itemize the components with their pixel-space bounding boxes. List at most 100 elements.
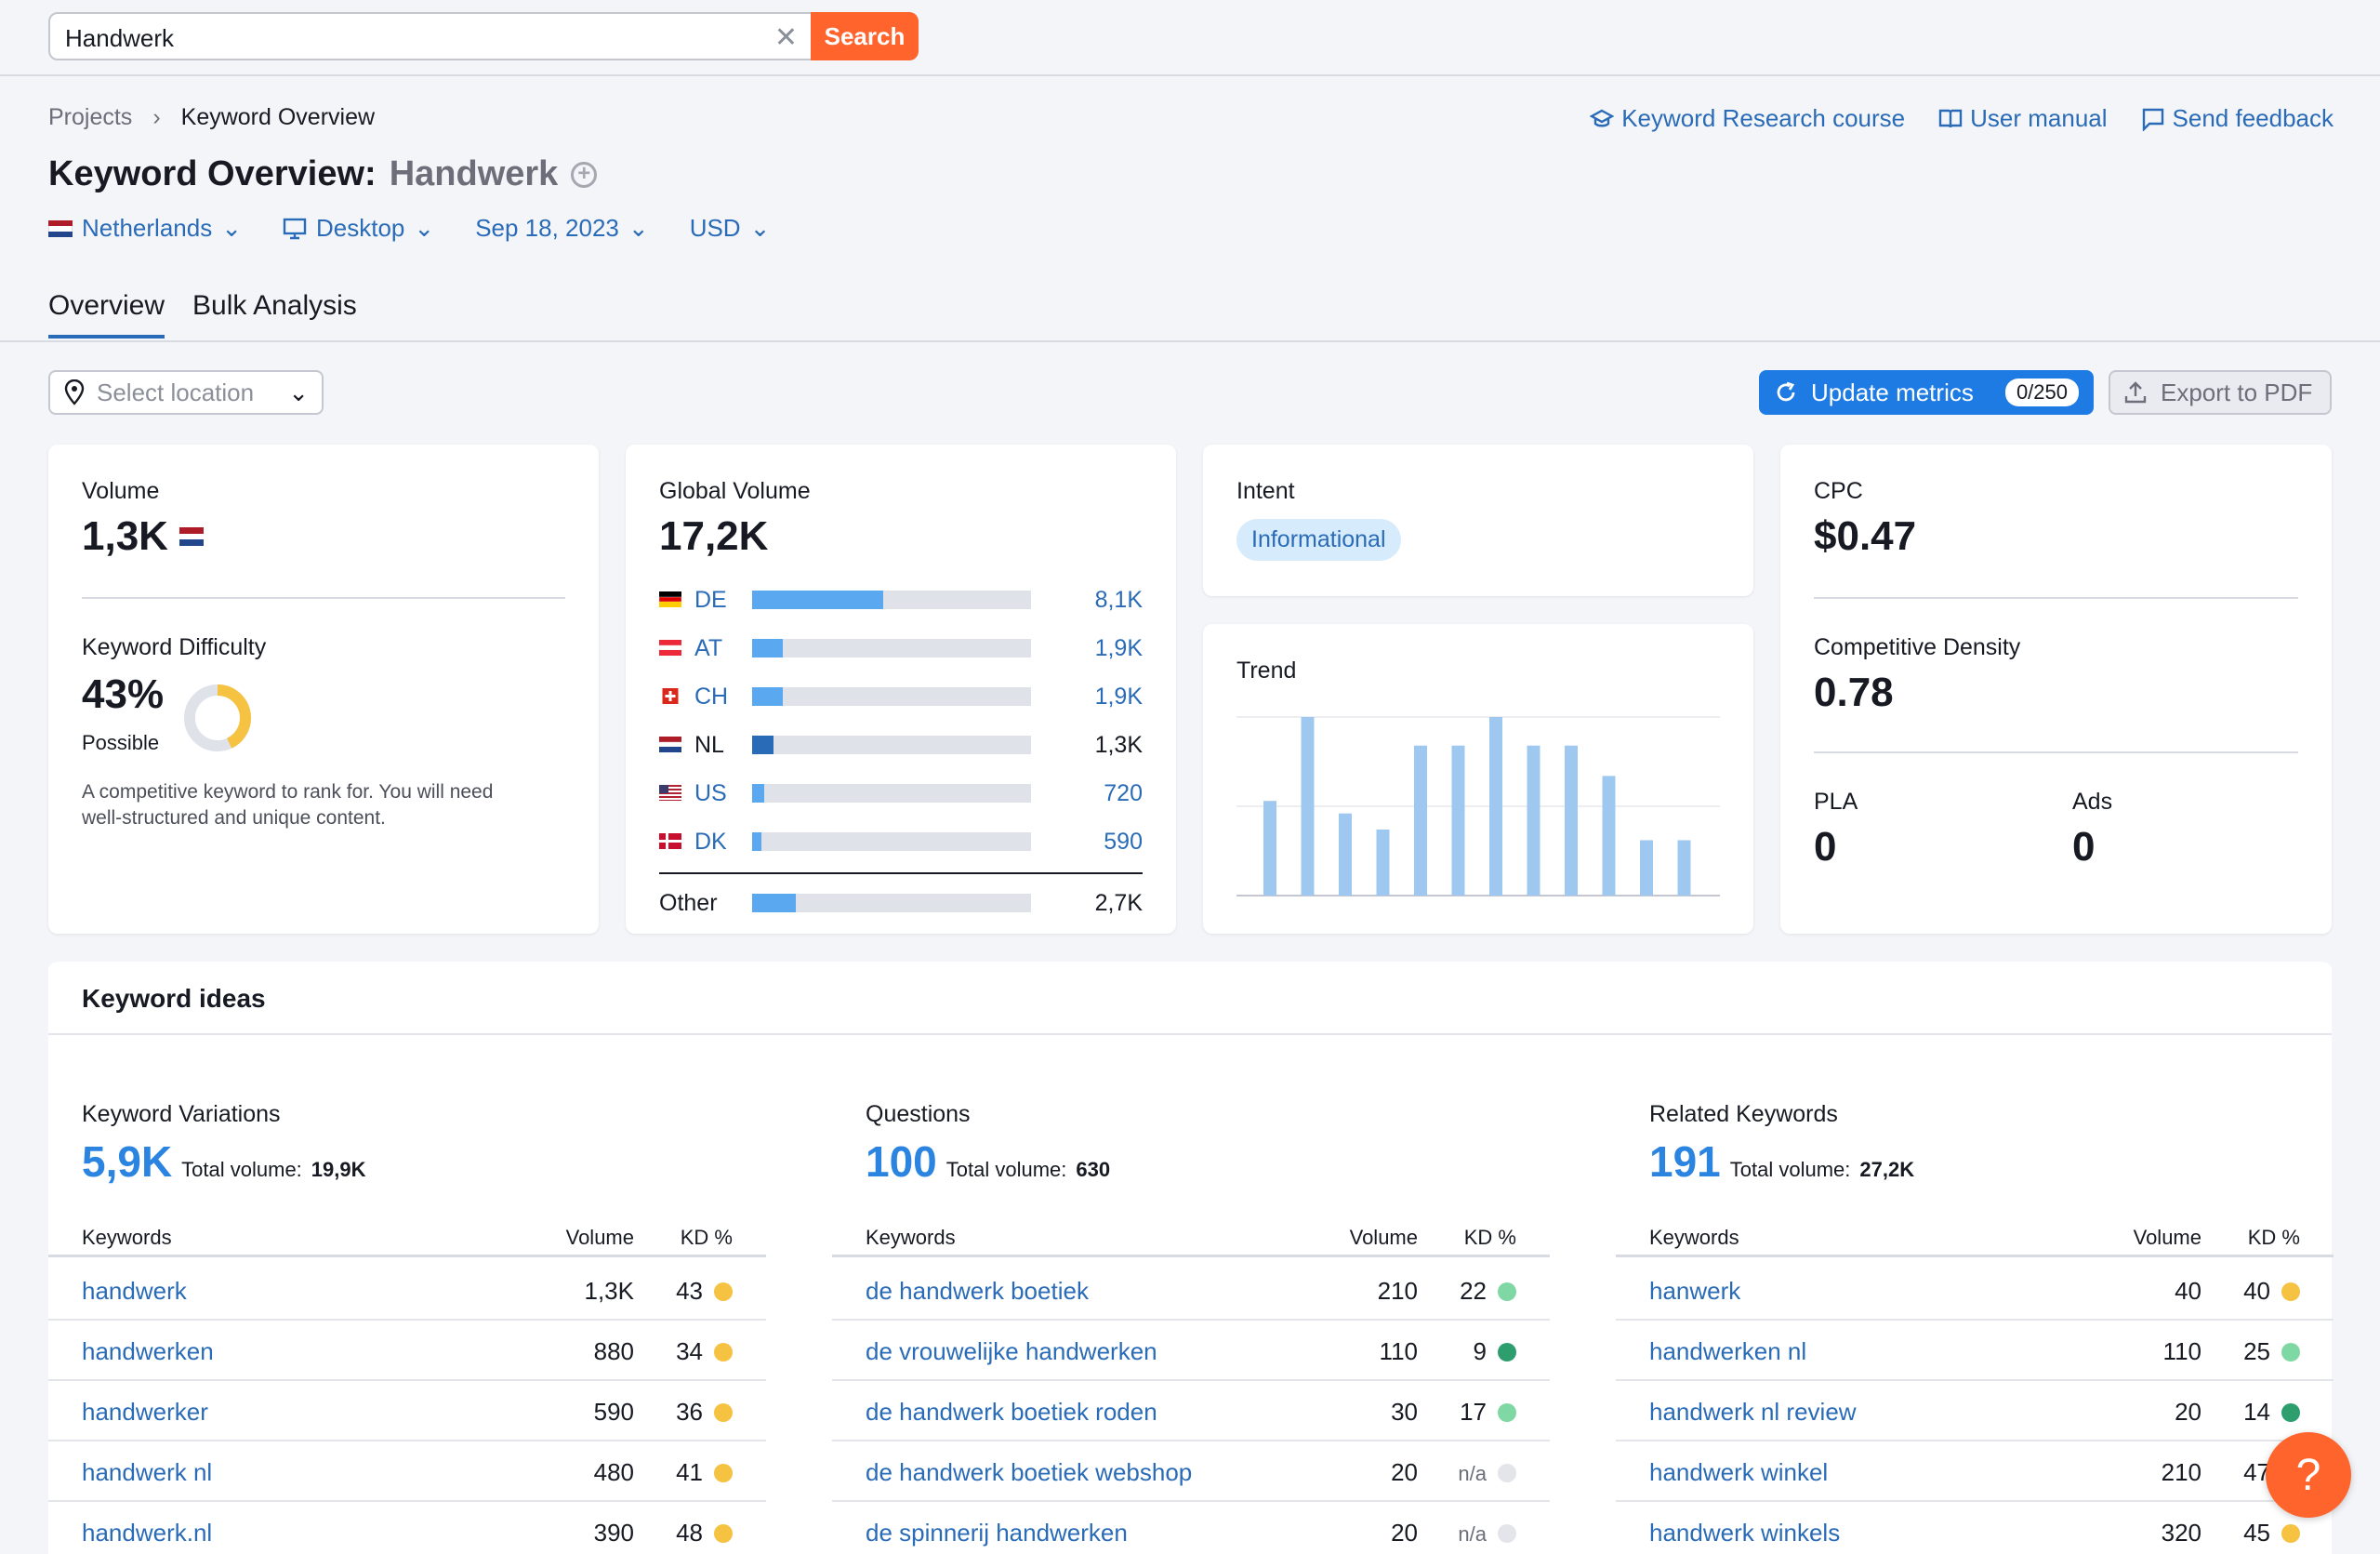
table-row: handwerken nl 110 25 xyxy=(1616,1321,2334,1381)
trend-bar[interactable] xyxy=(1376,829,1390,896)
column-count[interactable]: 100 xyxy=(866,1137,937,1186)
keyword-link[interactable]: handwerken nl xyxy=(1649,1337,1807,1365)
column-count[interactable]: 5,9K xyxy=(82,1137,173,1186)
country-code[interactable]: DK xyxy=(694,828,727,855)
trend-bar[interactable] xyxy=(1640,840,1653,896)
header-keywords: Keywords xyxy=(1649,1226,1739,1249)
search-input-value[interactable]: Handwerk xyxy=(65,24,175,52)
table-row: handwerken 880 34 xyxy=(48,1321,766,1381)
kd-indicator-dot xyxy=(714,1464,733,1482)
keyword-link[interactable]: de spinnerij handwerken xyxy=(866,1519,1128,1547)
table-row: hanwerk 40 40 xyxy=(1616,1260,2334,1321)
header-kd[interactable]: KD % xyxy=(680,1226,733,1249)
country-code[interactable]: US xyxy=(694,779,727,806)
keyword-kd: 17 xyxy=(1460,1398,1487,1426)
keyword-link[interactable]: de handwerk boetiek roden xyxy=(866,1398,1157,1426)
user-manual-link[interactable]: User manual xyxy=(1938,104,2108,133)
country-code[interactable]: CH xyxy=(694,683,729,710)
search-button[interactable]: Search xyxy=(811,12,919,60)
trend-bar[interactable] xyxy=(1263,801,1276,896)
tab-bulk-analysis[interactable]: Bulk Analysis xyxy=(192,290,357,321)
device-dropdown[interactable]: Desktop ⌄ xyxy=(283,214,434,243)
clear-search-icon[interactable]: ✕ xyxy=(774,22,798,53)
keyword-link[interactable]: handwerker xyxy=(82,1398,208,1426)
trend-bar[interactable] xyxy=(1301,717,1315,896)
keyword-kd: 40 xyxy=(2243,1277,2270,1305)
update-metrics-button[interactable]: Update metrics 0/250 xyxy=(1759,370,2094,415)
keyword-volume: 40 xyxy=(2175,1277,2202,1305)
country-volume[interactable]: 1,9K xyxy=(1094,683,1143,710)
keyword-link[interactable]: de handwerk boetiek webshop xyxy=(866,1458,1193,1486)
tab-overview[interactable]: Overview xyxy=(48,290,165,339)
keyword-volume: 110 xyxy=(1379,1337,1418,1365)
kd-indicator-dot xyxy=(2281,1524,2300,1543)
trend-bar[interactable] xyxy=(1565,745,1578,896)
global-volume-row[interactable]: CH 1,9K xyxy=(659,683,1143,711)
send-feedback-link[interactable]: Send feedback xyxy=(2141,104,2334,133)
export-pdf-button[interactable]: Export to PDF xyxy=(2109,370,2332,415)
trend-bar[interactable] xyxy=(1602,776,1616,896)
header-volume[interactable]: Volume xyxy=(565,1226,634,1249)
global-volume-label: Global Volume xyxy=(659,478,811,504)
column-title: Questions xyxy=(866,1101,971,1127)
header-kd[interactable]: KD % xyxy=(1463,1226,1516,1249)
breadcrumb: Projects › Keyword Overview xyxy=(48,104,375,131)
country-dropdown[interactable]: Netherlands ⌄ xyxy=(48,214,242,243)
other-value: 2,7K xyxy=(1094,889,1143,916)
trend-bar[interactable] xyxy=(1339,813,1352,896)
trend-label: Trend xyxy=(1236,657,1297,684)
global-volume-row[interactable]: AT 1,9K xyxy=(658,634,1143,662)
country-code: NL xyxy=(694,731,724,758)
breadcrumb-projects[interactable]: Projects xyxy=(48,104,133,130)
intent-card: Intent Informational xyxy=(1203,445,1753,596)
add-to-list-icon[interactable]: + xyxy=(571,161,598,188)
country-volume[interactable]: 1,9K xyxy=(1094,634,1143,661)
country-flag-icon xyxy=(659,829,694,856)
column-count-block: 191 Total volume: 27,2K xyxy=(1649,1136,1914,1187)
keyword-link[interactable]: de vrouwelijke handwerken xyxy=(866,1337,1157,1365)
country-code[interactable]: AT xyxy=(694,634,723,661)
trend-bar[interactable] xyxy=(1414,745,1427,896)
keyword-link[interactable]: de handwerk boetiek xyxy=(866,1277,1089,1305)
help-button[interactable]: ? xyxy=(2266,1432,2351,1518)
kd-indicator-dot xyxy=(1498,1524,1516,1543)
country-volume[interactable]: 720 xyxy=(1104,779,1143,806)
trend-bar[interactable] xyxy=(1489,717,1502,896)
location-select[interactable]: Select location ⌄ xyxy=(48,370,324,415)
country-code[interactable]: DE xyxy=(694,586,727,613)
keyword-link[interactable]: handwerk winkel xyxy=(1649,1458,1829,1486)
trend-chart xyxy=(1236,716,1720,897)
keyword-link[interactable]: handwerk nl xyxy=(82,1458,213,1486)
global-volume-row[interactable]: US 720 xyxy=(659,779,1143,807)
keyword-link[interactable]: hanwerk xyxy=(1649,1277,1741,1305)
trend-bar[interactable] xyxy=(1527,745,1540,896)
global-volume-row[interactable]: DK 590 xyxy=(659,828,1143,856)
keyword-link[interactable]: handwerk nl review xyxy=(1649,1398,1857,1426)
global-volume-row[interactable]: DE 8,1K xyxy=(658,586,1143,614)
trend-bar[interactable] xyxy=(1451,745,1465,896)
date-label: Sep 18, 2023 xyxy=(475,214,619,242)
header-volume[interactable]: Volume xyxy=(1349,1226,1418,1249)
graduation-cap-icon xyxy=(1590,109,1615,126)
header-volume[interactable]: Volume xyxy=(2133,1226,2202,1249)
table-row: de handwerk boetiek 210 22 xyxy=(832,1260,1550,1321)
keyword-volume: 20 xyxy=(1391,1519,1418,1547)
keyword-volume: 20 xyxy=(1391,1458,1418,1486)
header-kd[interactable]: KD % xyxy=(2247,1226,2300,1249)
keyword-kd: 34 xyxy=(676,1337,703,1365)
trend-bar[interactable] xyxy=(1677,840,1691,896)
column-count[interactable]: 191 xyxy=(1649,1137,1721,1186)
keyword-link[interactable]: handwerk.nl xyxy=(82,1519,213,1547)
page-title-prefix: Keyword Overview: xyxy=(48,154,377,193)
country-volume[interactable]: 590 xyxy=(1104,828,1143,855)
keyword-link[interactable]: handwerk winkels xyxy=(1649,1519,1841,1547)
country-flag-icon xyxy=(659,684,694,711)
currency-dropdown[interactable]: USD ⌄ xyxy=(690,214,771,243)
keyword-link[interactable]: handwerken xyxy=(82,1337,214,1365)
country-volume[interactable]: 8,1K xyxy=(1094,586,1143,613)
keyword-link[interactable]: handwerk xyxy=(82,1277,187,1305)
date-dropdown[interactable]: Sep 18, 2023 ⌄ xyxy=(475,214,649,243)
keyword-volume: 30 xyxy=(1391,1398,1418,1426)
keyword-course-link[interactable]: Keyword Research course xyxy=(1590,104,1905,133)
search-input[interactable]: Handwerk ✕ xyxy=(48,12,813,60)
